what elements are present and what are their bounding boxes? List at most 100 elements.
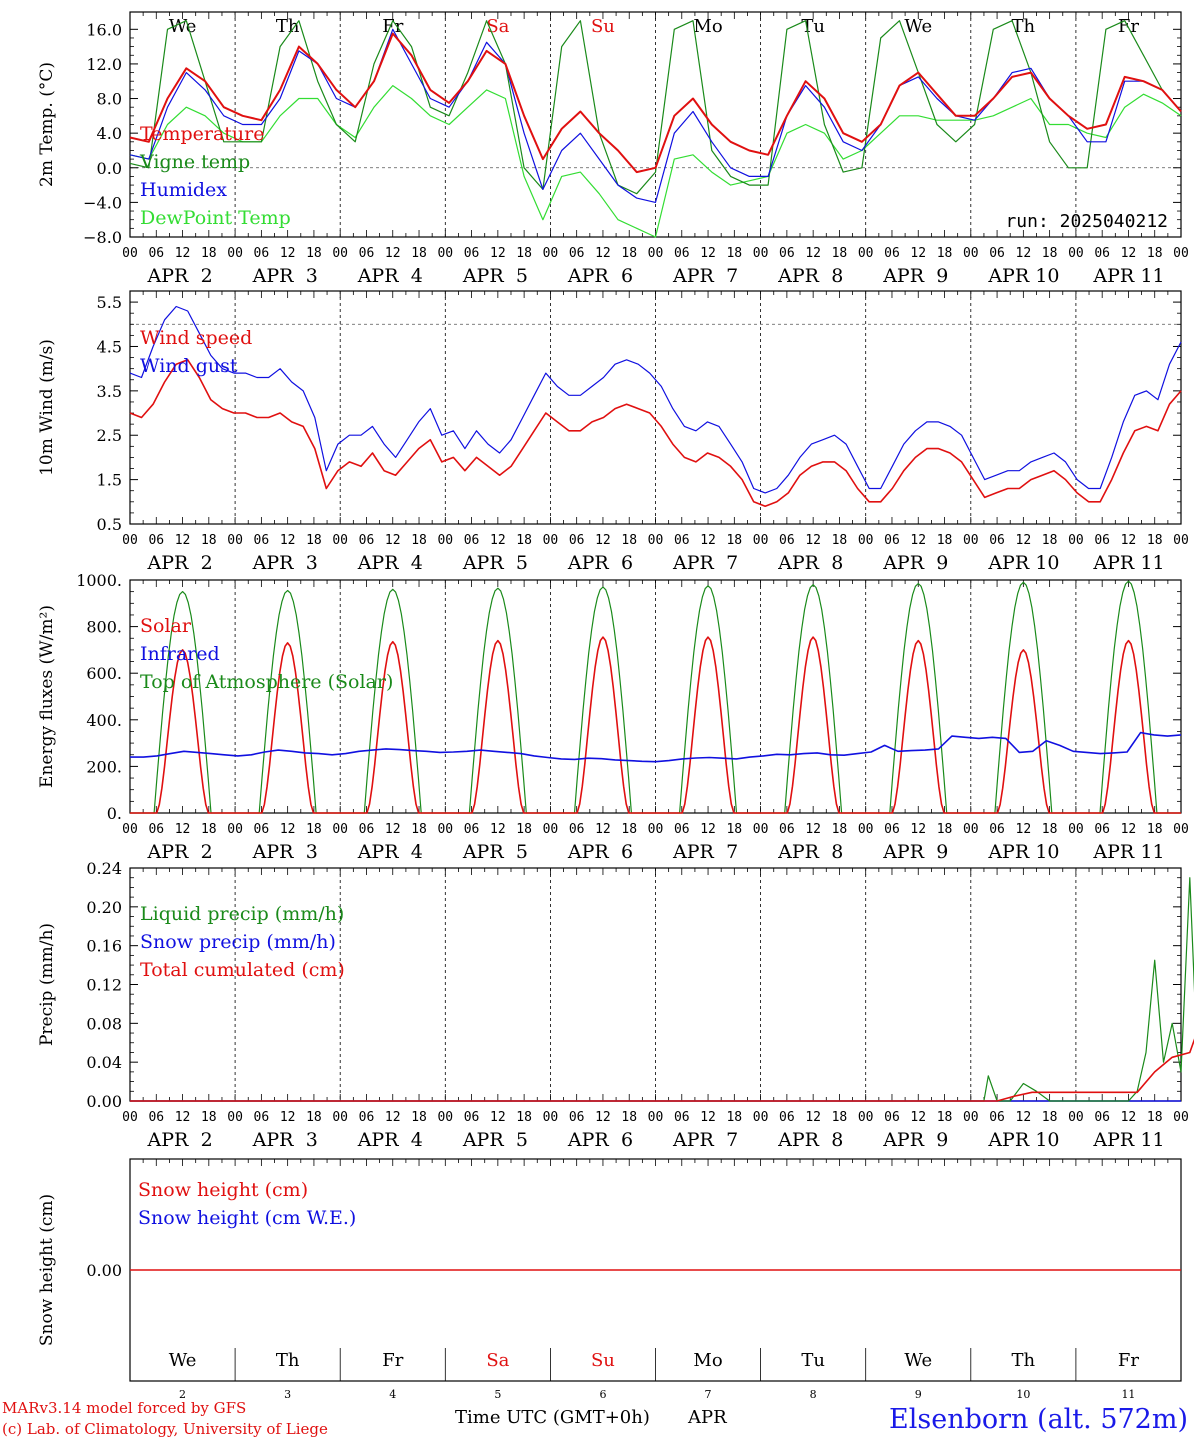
hour-tick-label: 12 — [1121, 822, 1137, 837]
hour-tick-label: 06 — [674, 822, 690, 837]
weekday-label: Tu — [801, 16, 825, 37]
date-day-label: 11 — [1140, 841, 1164, 863]
ytick-label: 800. — [86, 618, 122, 637]
hour-tick-label: 18 — [1147, 533, 1163, 548]
hour-tick-label: 18 — [1147, 246, 1163, 261]
date-month-label: APR — [987, 841, 1030, 863]
hour-tick-label: 12 — [175, 246, 191, 261]
hour-tick-label: 06 — [884, 533, 900, 548]
hour-tick-label: 12 — [280, 533, 296, 548]
hour-tick-label: 06 — [989, 246, 1005, 261]
series-total-cumulated — [130, 1038, 1194, 1102]
x-axis-labels-1: 00 06 12 18 APR 2 00 06 12 18 APR 3 00 06 12 18 APR 4 00 06… — [122, 246, 1189, 287]
hour-tick-label: 18 — [1147, 1110, 1163, 1125]
hour-tick-label: 00 — [753, 246, 769, 261]
hour-tick-label: 12 — [700, 822, 716, 837]
hour-tick-label: 06 — [674, 1110, 690, 1125]
hour-tick-label: 18 — [726, 1110, 742, 1125]
ytick-label: 200. — [86, 757, 122, 776]
hour-tick-label: 06 — [674, 533, 690, 548]
hour-tick-label: 18 — [201, 246, 217, 261]
panel-4: 0.24 0.20 0.16 0.12 0.08 0.04 0.00 Precip (mm/h… — [37, 859, 1194, 1111]
hour-tick-label: 00 — [332, 1110, 348, 1125]
ytick-label: 4.0 — [97, 124, 122, 143]
day-number-bottom: 7 — [705, 1388, 712, 1401]
legend-infrared: Infrared — [140, 643, 220, 665]
ytick-label: 5.5 — [97, 293, 122, 312]
ytick-label: 0.5 — [97, 515, 122, 534]
hour-tick-label: 18 — [832, 533, 848, 548]
hour-tick-label: 00 — [858, 1110, 874, 1125]
footer-axis-title: Time UTC (GMT+0h) — [455, 1407, 650, 1428]
date-month-label: APR — [882, 265, 925, 287]
date-day-label: 6 — [621, 841, 633, 863]
weekday-label-bottom: We — [904, 1350, 932, 1371]
ytick-label: 8.0 — [97, 90, 122, 109]
hour-tick-label: 06 — [359, 246, 375, 261]
hour-tick-label: 12 — [1121, 1110, 1137, 1125]
hour-tick-label: 18 — [306, 246, 322, 261]
date-month-label: APR — [777, 841, 820, 863]
date-day-label: 7 — [726, 1129, 738, 1151]
date-day-label: 6 — [621, 552, 633, 574]
hour-tick-label: 00 — [753, 1110, 769, 1125]
y-axis-label: 10m Wind (m/s) — [37, 339, 57, 476]
ytick-label: 16.0 — [86, 20, 122, 39]
legend-dewpoint-temp: DewPoint Temp — [140, 207, 291, 229]
date-month-label: APR — [252, 841, 295, 863]
date-day-label: 10 — [1035, 552, 1059, 574]
date-day-label: 5 — [516, 552, 528, 574]
ytick-label: 0.08 — [86, 1014, 122, 1033]
hour-tick-label: 00 — [122, 246, 138, 261]
hour-tick-label: 00 — [753, 822, 769, 837]
hour-tick-label: 12 — [490, 822, 506, 837]
date-month-label: APR — [357, 1129, 400, 1151]
hour-tick-label: 00 — [437, 822, 453, 837]
date-month-label: APR — [462, 265, 505, 287]
hour-tick-label: 06 — [989, 822, 1005, 837]
date-month-label: APR — [357, 552, 400, 574]
hour-tick-label: 06 — [1094, 822, 1110, 837]
weekday-label: Sa — [486, 16, 509, 37]
series-wind-speed — [129, 358, 1182, 508]
hour-tick-label: 06 — [989, 533, 1005, 548]
date-day-label: 10 — [1035, 265, 1059, 287]
date-month-label: APR — [672, 265, 715, 287]
weekday-label-bottom: Mo — [693, 1350, 722, 1371]
hour-tick-label: 12 — [910, 533, 926, 548]
hour-tick-label: 06 — [148, 246, 164, 261]
date-day-label: 8 — [831, 552, 843, 574]
hour-tick-label: 00 — [437, 246, 453, 261]
y-axis-label: Precip (mm/h) — [37, 923, 57, 1046]
hour-tick-label: 18 — [621, 1110, 637, 1125]
hour-tick-label: 18 — [201, 1110, 217, 1125]
date-day-label: 11 — [1140, 1129, 1164, 1151]
hour-tick-label: 06 — [569, 1110, 585, 1125]
hour-tick-label: 00 — [543, 533, 559, 548]
legend-solar: Solar — [140, 615, 192, 637]
hour-tick-label: 00 — [858, 822, 874, 837]
panel-2: 5.5 4.5 3.5 2.5 1.5 0.5 10m Wind (m/s) Wind spe… — [37, 290, 1182, 534]
hour-tick-label: 00 — [648, 533, 664, 548]
hour-tick-label: 00 — [437, 533, 453, 548]
hour-tick-label: 06 — [884, 822, 900, 837]
date-day-label: 8 — [831, 1129, 843, 1151]
date-day-label: 9 — [936, 841, 948, 863]
hour-tick-label: 18 — [1042, 533, 1058, 548]
ytick-label: 0.24 — [86, 859, 122, 878]
hour-tick-label: 18 — [726, 822, 742, 837]
hour-tick-label: 00 — [858, 533, 874, 548]
date-day-label: 3 — [306, 841, 318, 863]
hour-tick-label: 12 — [490, 533, 506, 548]
hour-tick-label: 12 — [280, 1110, 296, 1125]
ytick-label: 1000. — [76, 571, 122, 590]
hour-tick-label: 00 — [963, 1110, 979, 1125]
hour-tick-label: 18 — [937, 533, 953, 548]
date-day-label: 4 — [411, 265, 423, 287]
hour-tick-label: 06 — [464, 1110, 480, 1125]
hour-tick-label: 18 — [306, 822, 322, 837]
date-day-label: 9 — [936, 552, 948, 574]
hour-tick-label: 00 — [332, 533, 348, 548]
date-day-label: 9 — [936, 265, 948, 287]
hour-tick-label-end: 00 — [1173, 1110, 1189, 1125]
